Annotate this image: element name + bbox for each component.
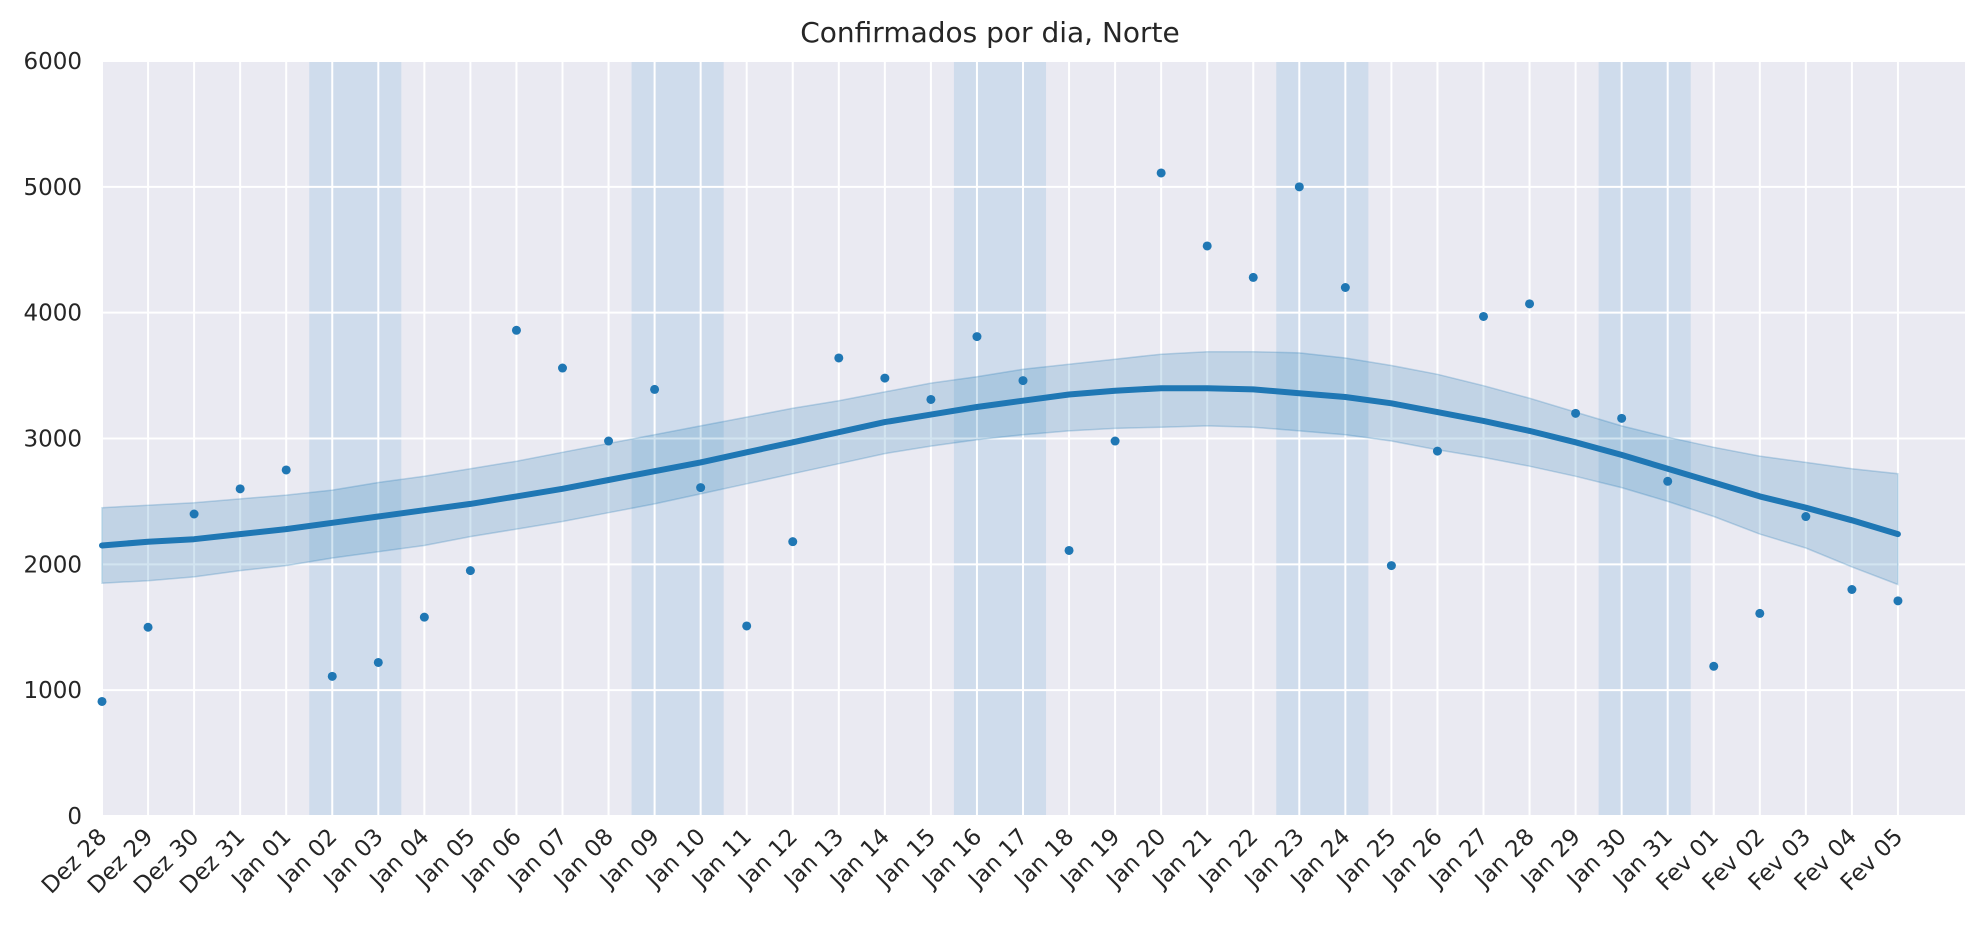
y-tick-label-0: 0 xyxy=(67,804,82,830)
data-point-24 xyxy=(1202,241,1212,251)
data-point-5 xyxy=(327,671,337,681)
y-tick-label-1000: 1000 xyxy=(23,678,82,704)
confidence-band xyxy=(101,350,1899,586)
data-point-36 xyxy=(1755,608,1765,618)
y-tick-label-6000: 6000 xyxy=(23,49,82,75)
data-point-34 xyxy=(1663,476,1673,486)
data-point-27 xyxy=(1340,283,1350,292)
data-point-21 xyxy=(1064,545,1074,555)
data-point-28 xyxy=(1386,561,1396,571)
data-point-4 xyxy=(281,465,291,475)
data-point-38 xyxy=(1847,585,1857,594)
data-point-9 xyxy=(511,325,521,335)
data-point-19 xyxy=(972,332,982,342)
data-point-15 xyxy=(788,537,798,547)
data-point-25 xyxy=(1248,272,1258,282)
confidence-band-area xyxy=(101,350,1899,586)
data-point-2 xyxy=(189,509,199,519)
trend-line xyxy=(99,385,1901,549)
trend-line-path xyxy=(99,385,1901,549)
data-point-29 xyxy=(1432,446,1442,456)
y-tick-label-3000: 3000 xyxy=(23,427,82,453)
data-point-23 xyxy=(1156,168,1166,178)
data-point-6 xyxy=(373,657,383,667)
data-point-32 xyxy=(1571,408,1581,418)
data-point-7 xyxy=(419,612,429,622)
data-point-14 xyxy=(742,621,752,631)
data-point-11 xyxy=(604,436,614,446)
gridlines xyxy=(101,60,1965,817)
chart-title: Confirmados por dia, Norte xyxy=(800,16,1180,49)
data-point-12 xyxy=(650,384,660,394)
data-points xyxy=(97,168,1903,706)
data-point-8 xyxy=(465,566,475,576)
y-tick-label-4000: 4000 xyxy=(23,301,82,327)
y-tick-label-2000: 2000 xyxy=(23,552,82,578)
data-point-35 xyxy=(1709,661,1719,671)
data-point-3 xyxy=(235,484,245,494)
data-point-30 xyxy=(1479,311,1488,321)
data-point-39 xyxy=(1893,596,1903,606)
data-point-37 xyxy=(1801,512,1811,522)
data-point-22 xyxy=(1110,436,1120,446)
data-point-33 xyxy=(1617,413,1627,423)
data-point-10 xyxy=(558,363,567,373)
data-point-16 xyxy=(834,353,844,363)
y-axis-ticks: 0 1000 2000 3000 4000 5000 6000 xyxy=(23,49,82,830)
data-point-17 xyxy=(880,373,890,383)
y-tick-label-5000: 5000 xyxy=(23,175,82,201)
data-point-20 xyxy=(1018,376,1028,386)
data-point-13 xyxy=(696,483,706,493)
data-point-0 xyxy=(97,696,107,706)
data-point-18 xyxy=(926,394,936,404)
data-point-31 xyxy=(1525,299,1535,309)
data-point-26 xyxy=(1294,182,1304,192)
data-point-1 xyxy=(143,622,153,632)
